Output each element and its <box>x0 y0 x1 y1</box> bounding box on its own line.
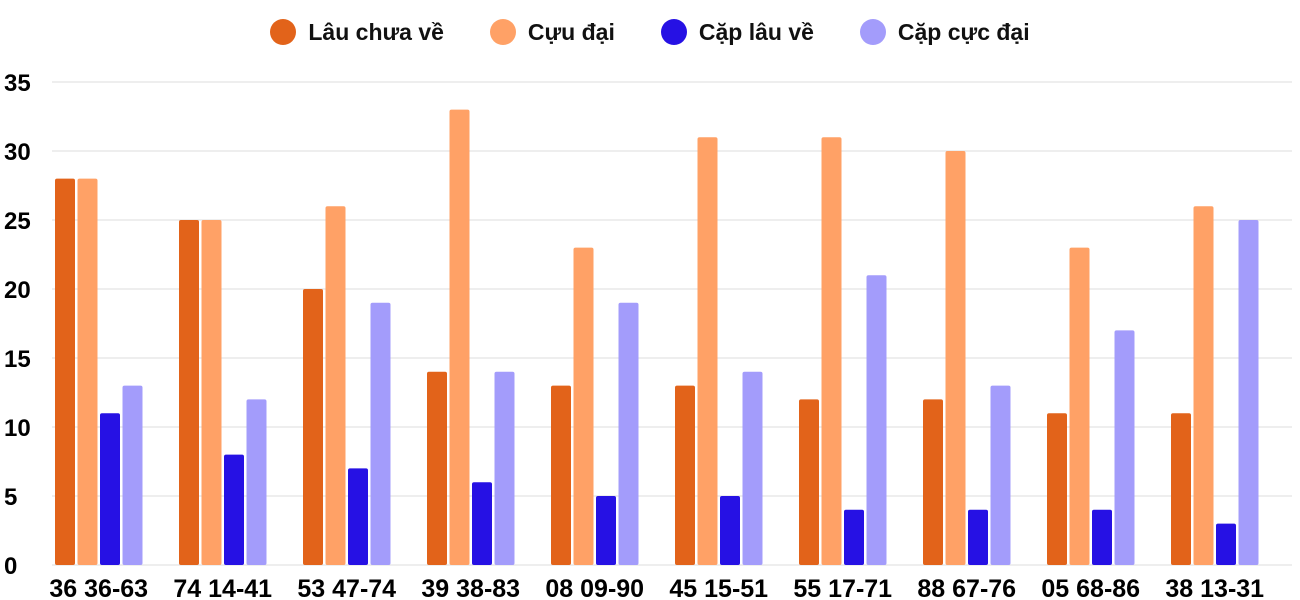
bar <box>821 137 842 565</box>
legend-swatch <box>660 19 687 45</box>
bar <box>1069 247 1090 565</box>
bar <box>866 275 887 565</box>
y-tick-label: 5 <box>4 484 17 511</box>
x-tick-label: 05 68-86 <box>1041 575 1140 600</box>
legend-item: Cặp cực đại <box>859 18 1030 46</box>
bar <box>1216 523 1236 565</box>
x-tick-label: 88 67-76 <box>917 575 1016 600</box>
bar <box>596 496 616 565</box>
bar <box>348 468 368 565</box>
bar <box>1047 413 1067 565</box>
y-tick-label: 30 <box>4 139 31 166</box>
bar <box>449 109 470 565</box>
bar <box>122 385 143 565</box>
x-tick-label: 38 13-31 <box>1165 575 1264 600</box>
bar <box>1193 206 1214 565</box>
bar <box>1092 509 1112 565</box>
y-tick-label: 15 <box>4 346 31 373</box>
bar <box>1114 330 1135 565</box>
bar <box>325 206 346 565</box>
bar <box>742 371 763 565</box>
bar <box>77 178 98 565</box>
bar <box>303 289 323 565</box>
x-tick-label: 55 17-71 <box>793 575 892 600</box>
legend-label: Lâu chưa về <box>308 18 444 45</box>
bar <box>799 399 819 565</box>
bar <box>720 496 740 565</box>
bar <box>427 371 447 565</box>
legend-swatch <box>859 19 886 45</box>
x-tick-label: 08 09-90 <box>545 575 644 600</box>
bar <box>224 454 244 565</box>
bar <box>472 482 492 565</box>
y-tick-label: 10 <box>4 415 31 442</box>
legend-swatch <box>270 19 297 45</box>
legend-swatch <box>489 19 516 45</box>
x-tick-label: 53 47-74 <box>297 575 396 600</box>
bar <box>1171 413 1191 565</box>
bar <box>246 399 267 565</box>
bar <box>618 302 639 565</box>
legend-item: Cựu đại <box>489 18 615 46</box>
bar <box>697 137 718 565</box>
bar <box>675 385 695 565</box>
bar <box>573 247 594 565</box>
legend-item: Cặp lâu về <box>660 18 814 46</box>
y-tick-label: 35 <box>4 70 31 97</box>
y-tick-label: 20 <box>4 277 31 304</box>
legend-label: Cặp cực đại <box>897 18 1030 45</box>
bar <box>923 399 943 565</box>
x-tick-label: 39 38-83 <box>421 575 520 600</box>
legend-label: Cặp lâu về <box>698 18 814 45</box>
bar <box>370 302 391 565</box>
x-tick-label: 45 15-51 <box>669 575 768 600</box>
bar <box>945 151 966 565</box>
bar <box>1238 220 1259 565</box>
bar <box>55 178 75 565</box>
y-tick-label: 0 <box>4 553 17 580</box>
bar <box>100 413 120 565</box>
chart-legend: Lâu chưa về Cựu đại Cặp lâu về Cặp cực đại <box>0 12 1300 52</box>
bar <box>844 509 864 565</box>
bar <box>968 509 988 565</box>
y-tick-label: 25 <box>4 208 31 235</box>
bar <box>990 385 1011 565</box>
x-tick-label: 74 14-41 <box>173 575 272 600</box>
bar <box>551 385 571 565</box>
bar <box>201 220 222 565</box>
legend-item: Lâu chưa về <box>270 19 444 46</box>
x-tick-label: 36 36-63 <box>49 575 148 600</box>
bar <box>494 371 515 565</box>
bar <box>179 220 199 565</box>
legend-label: Cựu đại <box>527 18 615 45</box>
